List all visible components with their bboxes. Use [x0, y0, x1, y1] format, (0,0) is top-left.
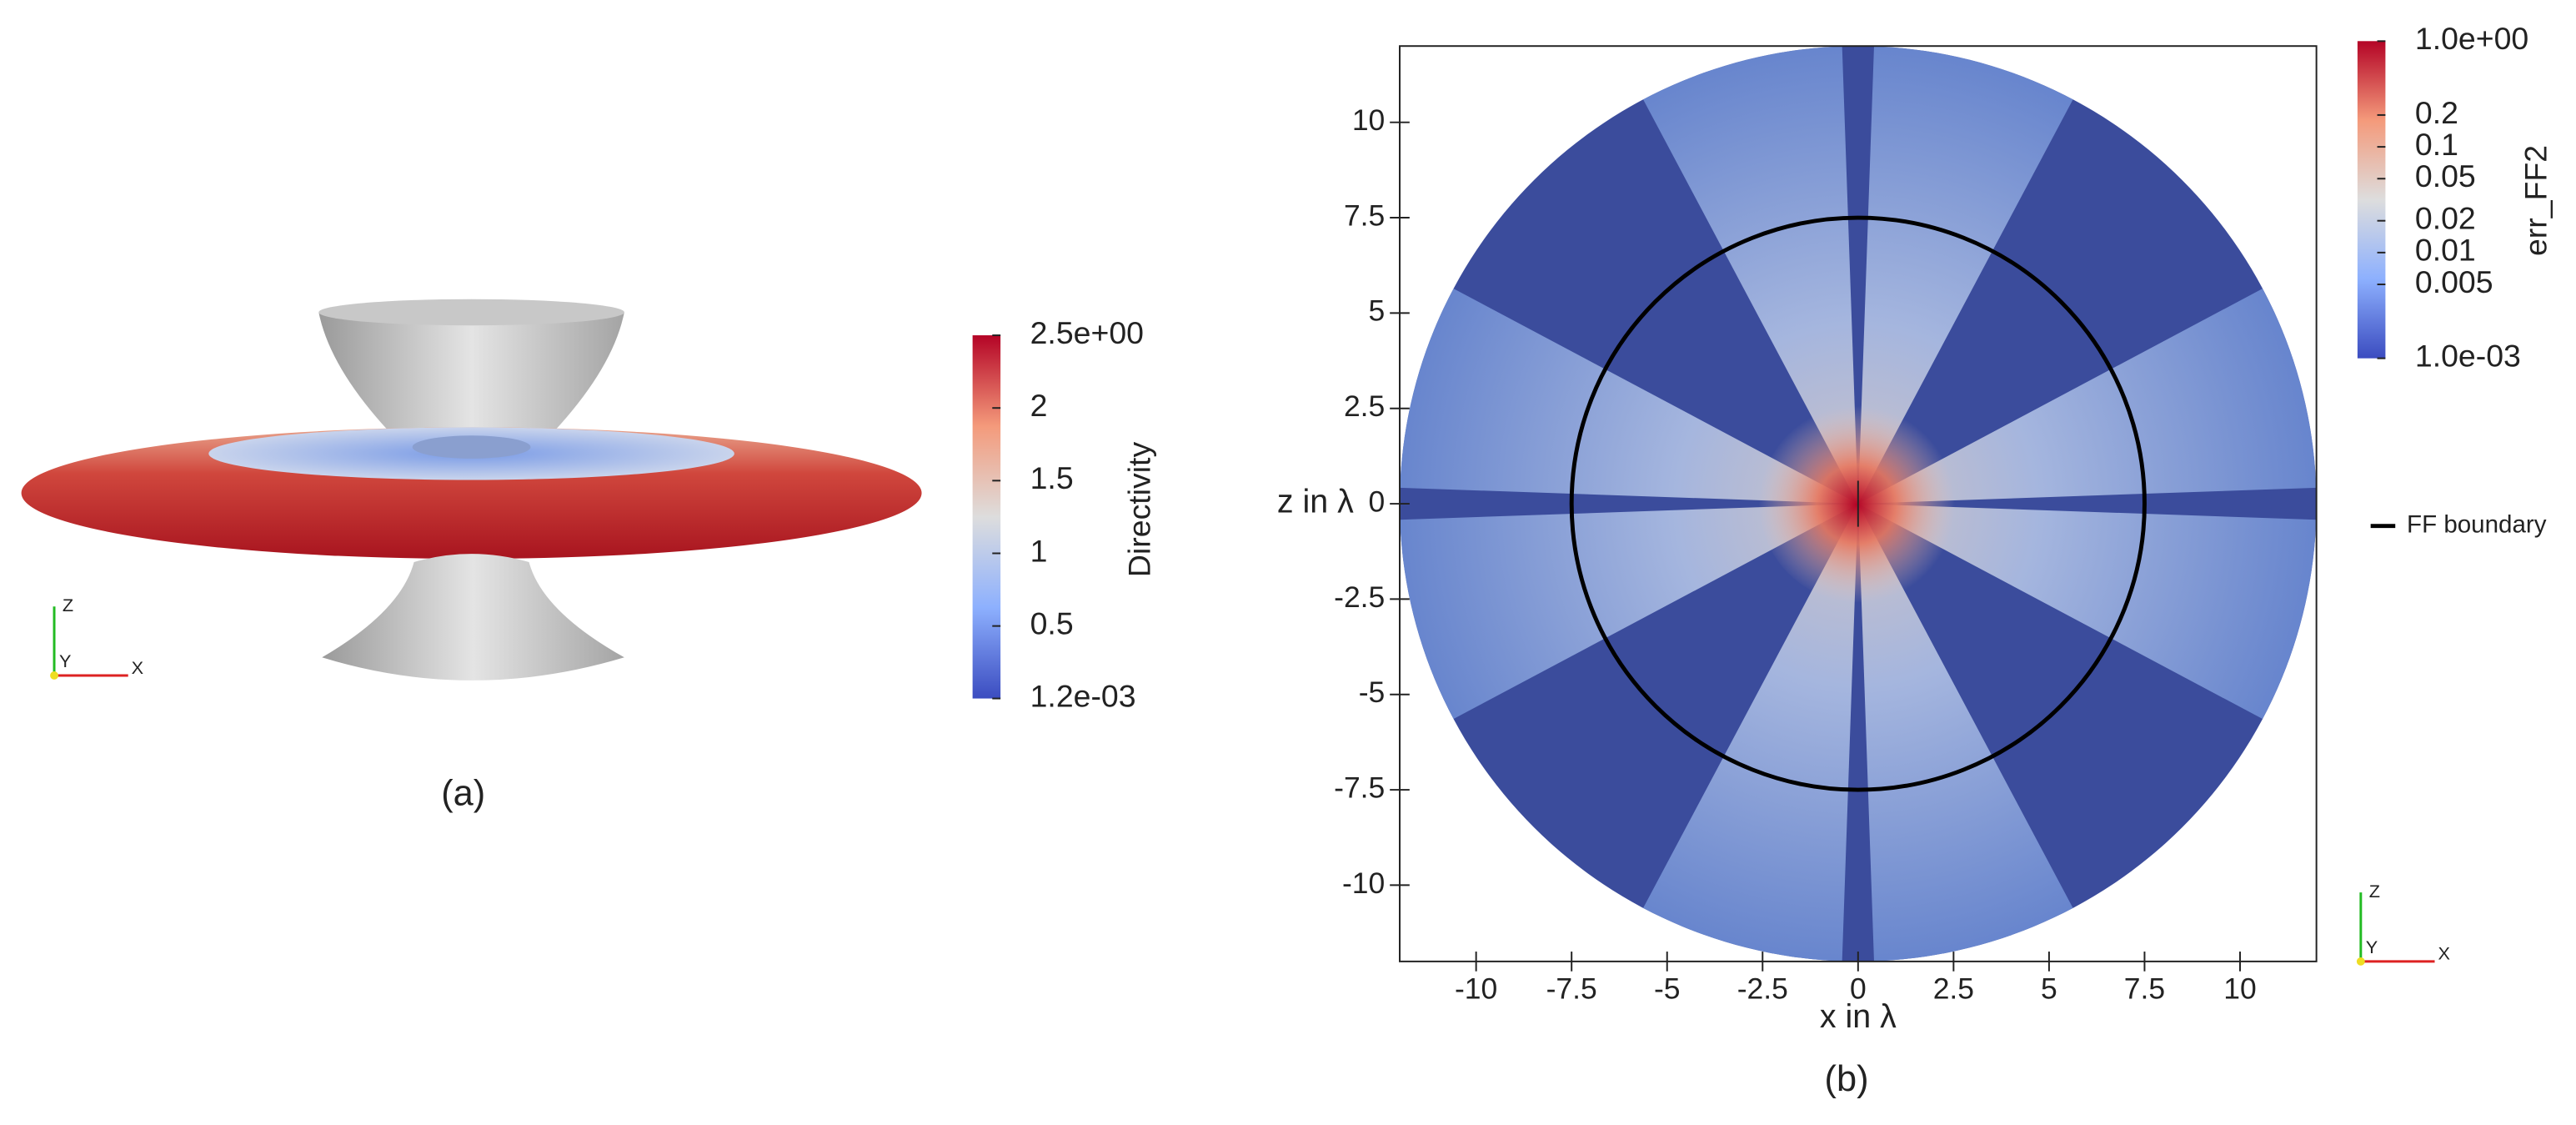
x-tick-label: -5 — [1654, 972, 1681, 1006]
colorbar-tick-label: 2.5e+00 — [1030, 315, 1144, 350]
colorbar-tick-label: 0.1 — [2415, 127, 2458, 162]
y-tick-label: -7.5 — [1334, 771, 1385, 804]
x-tick-label: 0 — [1850, 972, 1867, 1006]
colorbar-tick-label: 0.01 — [2415, 233, 2476, 268]
y-tick-label: -10 — [1342, 866, 1385, 900]
x-tick-label: 7.5 — [2124, 972, 2165, 1006]
error-ray — [1857, 46, 2167, 505]
triad-label: X — [2438, 943, 2449, 964]
y-tick-label: 2.5 — [1344, 389, 1385, 423]
caption: (a) — [441, 773, 485, 813]
colorbar-tick-label: 1.0e+00 — [2415, 21, 2528, 56]
triad-y — [2356, 957, 2365, 966]
colorbar-tick-label: 0.05 — [2415, 158, 2476, 193]
y-tick-label: -5 — [1359, 676, 1386, 709]
colorbar-tick-label: 1 — [1030, 533, 1048, 568]
y-tick-label: -2.5 — [1334, 580, 1385, 614]
x-tick-label: 2.5 — [1933, 972, 1974, 1006]
colorbar-tick-label: 0.2 — [2415, 95, 2458, 130]
error-ray — [1549, 46, 1858, 505]
legend-label: FF boundary — [2407, 510, 2547, 538]
colorbar — [2357, 41, 2386, 359]
colorbar-tick-label: 1.0e-03 — [2415, 339, 2521, 374]
colorbar — [972, 335, 1001, 699]
error-ray — [1400, 504, 1858, 813]
triad-label: Y — [59, 650, 71, 671]
colorbar-title: err_FF2 — [2518, 145, 2553, 256]
colorbar-tick-label: 0.005 — [2415, 264, 2493, 299]
x-tick-label: 10 — [2223, 972, 2256, 1006]
colorbar-title: Directivity — [1122, 442, 1157, 578]
heatmap — [1400, 46, 2317, 962]
x-tick-label: -7.5 — [1546, 972, 1597, 1006]
triad-y — [50, 671, 58, 680]
error-ray — [1857, 504, 2317, 813]
y-tick-label: 0 — [1369, 485, 1386, 518]
error-ray — [1857, 194, 2317, 505]
triad-label: X — [132, 657, 143, 678]
y-axis-title: z in λ — [1277, 483, 1354, 520]
y-tick-label: 7.5 — [1344, 198, 1385, 232]
error-ray — [1857, 504, 2167, 962]
error-ray — [1400, 194, 1858, 505]
x-axis-title: x in λ — [1820, 998, 1897, 1035]
triad-label: Y — [2366, 937, 2378, 957]
x-tick-label: -10 — [1455, 972, 1497, 1006]
triad-label: Z — [63, 595, 73, 615]
ff-boundary — [1569, 215, 2147, 792]
colorbar-tick-label: 0.5 — [1030, 606, 1074, 641]
colorbar-tick-label: 2 — [1030, 388, 1048, 423]
colorbar-tick-label: 1.2e-03 — [1030, 678, 1136, 713]
x-tick-label: -2.5 — [1737, 972, 1788, 1006]
caption: (b) — [1825, 1059, 1869, 1099]
triad-label: Z — [2369, 881, 2380, 902]
x-tick-label: 5 — [2041, 972, 2057, 1006]
colorbar-tick-label: 0.02 — [2415, 201, 2476, 236]
surface-render — [21, 299, 922, 681]
error-ray — [1549, 504, 1858, 962]
y-tick-label: 5 — [1369, 294, 1386, 328]
y-tick-label: 10 — [1352, 103, 1385, 137]
colorbar-tick-label: 1.5 — [1030, 460, 1074, 495]
